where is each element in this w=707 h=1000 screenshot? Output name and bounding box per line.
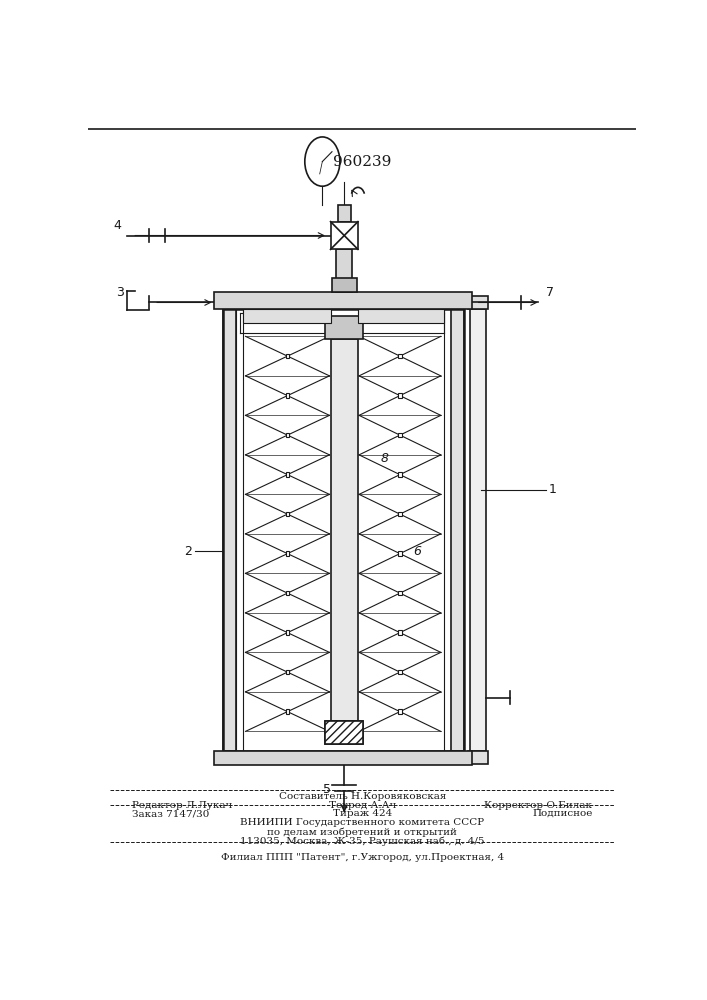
- Bar: [398, 354, 402, 358]
- Bar: [286, 512, 289, 516]
- Bar: [325, 721, 363, 744]
- Bar: [358, 309, 443, 323]
- Bar: [286, 393, 289, 398]
- Text: 2: 2: [185, 545, 192, 558]
- Bar: [470, 309, 486, 751]
- Bar: [325, 721, 363, 744]
- Bar: [223, 309, 235, 751]
- Bar: [286, 591, 289, 595]
- Bar: [331, 222, 358, 249]
- Text: Заказ 7147/30: Заказ 7147/30: [132, 809, 209, 818]
- Text: по делам изобретений и открытий: по делам изобретений и открытий: [267, 828, 457, 837]
- Text: Филиал ППП "Патент", г.Ужгород, ул.Проектная, 4: Филиал ППП "Патент", г.Ужгород, ул.Проек…: [221, 853, 504, 862]
- Text: Подписное: Подписное: [532, 809, 592, 818]
- Bar: [398, 512, 402, 516]
- Text: 8: 8: [380, 452, 388, 465]
- Bar: [235, 309, 243, 751]
- Bar: [338, 205, 351, 222]
- Bar: [286, 630, 289, 635]
- Bar: [398, 670, 402, 674]
- Bar: [398, 630, 402, 635]
- Bar: [286, 709, 289, 714]
- Bar: [332, 278, 357, 292]
- Text: 4: 4: [113, 219, 122, 232]
- Text: 6: 6: [413, 545, 421, 558]
- Text: Редактор Л.Лукач: Редактор Л.Лукач: [132, 801, 233, 810]
- Text: 113035, Москва, Ж-35, Раушская наб., д. 4/5: 113035, Москва, Ж-35, Раушская наб., д. …: [240, 837, 484, 846]
- Bar: [286, 670, 289, 674]
- Bar: [450, 309, 464, 751]
- Bar: [398, 551, 402, 556]
- Bar: [325, 316, 363, 339]
- Bar: [336, 249, 353, 292]
- Bar: [398, 709, 402, 714]
- Bar: [286, 551, 289, 556]
- Text: 5: 5: [322, 783, 331, 796]
- Text: Корректор О.Билак: Корректор О.Билак: [484, 801, 592, 810]
- Text: 960239: 960239: [333, 155, 392, 169]
- Bar: [286, 472, 289, 477]
- Text: Техред А.Ач: Техред А.Ач: [329, 801, 396, 810]
- Bar: [398, 472, 402, 477]
- Bar: [214, 751, 472, 765]
- Text: 7: 7: [546, 286, 554, 299]
- Text: Тираж 424: Тираж 424: [333, 809, 392, 818]
- Text: 1: 1: [549, 483, 556, 496]
- Text: ВНИИПИ Государственного комитета СССР: ВНИИПИ Государственного комитета СССР: [240, 818, 484, 827]
- Bar: [468, 751, 488, 764]
- Bar: [398, 393, 402, 398]
- Bar: [398, 433, 402, 437]
- Bar: [286, 433, 289, 437]
- Bar: [286, 354, 289, 358]
- Bar: [243, 309, 331, 323]
- Bar: [398, 591, 402, 595]
- Bar: [443, 309, 450, 751]
- Bar: [214, 292, 472, 309]
- Text: 3: 3: [116, 286, 124, 299]
- Bar: [331, 339, 358, 721]
- Bar: [468, 296, 488, 309]
- Text: Составитель Н.Коровяковская: Составитель Н.Коровяковская: [279, 792, 446, 801]
- Bar: [223, 309, 464, 751]
